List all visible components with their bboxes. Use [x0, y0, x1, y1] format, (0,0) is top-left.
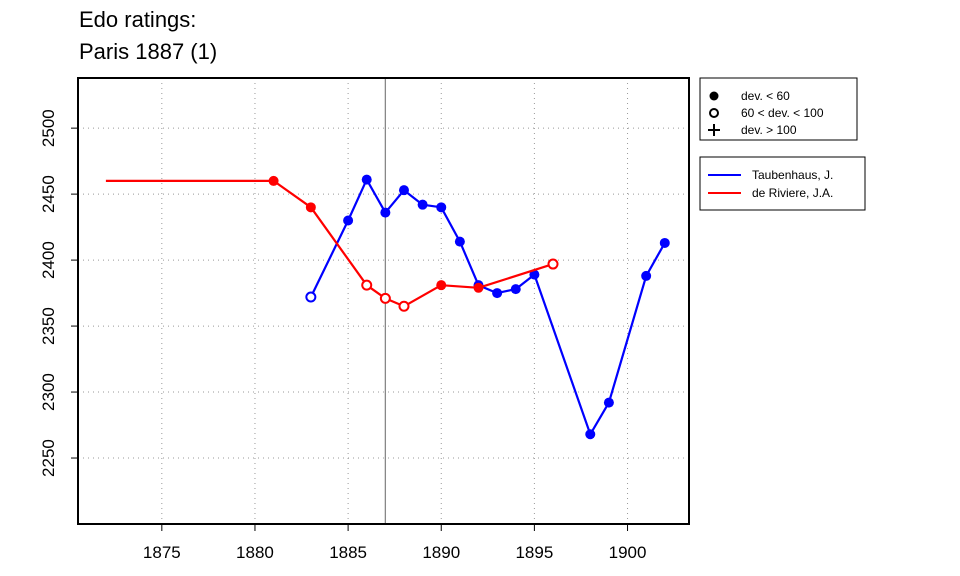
data-point — [268, 175, 279, 186]
data-point — [454, 236, 465, 247]
y-tick-label: 2500 — [39, 109, 58, 147]
series-line — [309, 178, 666, 436]
data-point — [603, 397, 614, 408]
data-point — [510, 284, 521, 295]
x-tick-label: 1890 — [422, 543, 460, 562]
x-tick-label: 1875 — [143, 543, 181, 562]
y-tick-label: 2350 — [39, 307, 58, 345]
data-point — [343, 215, 354, 226]
x-axis-ticks: 1875 1880 1885 1890 1895 1900 — [143, 524, 647, 562]
data-point — [380, 207, 391, 218]
data-point — [361, 174, 372, 185]
filled-circle-icon — [709, 91, 719, 101]
series-legend: Taubenhaus, J. de Riviere, J.A. — [699, 156, 866, 211]
x-tick-label: 1880 — [236, 543, 274, 562]
x-tick-label: 1895 — [515, 543, 553, 562]
data-point — [659, 237, 670, 248]
y-tick-label: 2450 — [39, 175, 58, 213]
data-point — [492, 288, 503, 299]
x-tick-label: 1900 — [609, 543, 647, 562]
y-axis-ticks: 2250 2300 2350 2400 2450 2500 — [39, 109, 78, 477]
series — [105, 175, 559, 312]
marker-legend-label: dev. > 100 — [741, 123, 797, 137]
y-tick-label: 2300 — [39, 373, 58, 411]
marker-legend-box — [699, 77, 858, 141]
chart-subtitle: Paris 1887 (1) — [79, 39, 218, 64]
data-point — [473, 282, 484, 293]
plus-icon — [708, 124, 720, 136]
data-point — [436, 280, 447, 291]
open-circle-icon — [709, 108, 719, 118]
series — [305, 174, 670, 440]
data-point — [305, 202, 316, 213]
chart-title: Edo ratings: — [79, 7, 197, 32]
marker-legend-label: dev. < 60 — [741, 89, 790, 103]
grid-lines — [78, 78, 689, 524]
data-point — [398, 185, 409, 196]
y-tick-label: 2400 — [39, 241, 58, 279]
y-tick-label: 2250 — [39, 439, 58, 477]
marker-legend-label: 60 < dev. < 100 — [741, 106, 824, 120]
series-group — [105, 174, 670, 440]
data-point — [398, 300, 410, 312]
x-tick-label: 1885 — [329, 543, 367, 562]
plot-frame — [77, 77, 690, 525]
data-point — [379, 292, 391, 304]
series-legend-label: de Riviere, J.A. — [752, 186, 833, 200]
series-legend-box — [699, 156, 866, 211]
data-point — [585, 429, 596, 440]
data-point — [529, 269, 540, 280]
data-point — [361, 279, 373, 291]
data-point — [547, 258, 559, 270]
data-point — [436, 202, 447, 213]
series-legend-label: Taubenhaus, J. — [752, 168, 833, 182]
data-point — [305, 291, 317, 303]
marker-legend: dev. < 60 60 < dev. < 100 dev. > 100 — [699, 77, 858, 141]
data-point — [641, 270, 652, 281]
data-point — [417, 199, 428, 210]
